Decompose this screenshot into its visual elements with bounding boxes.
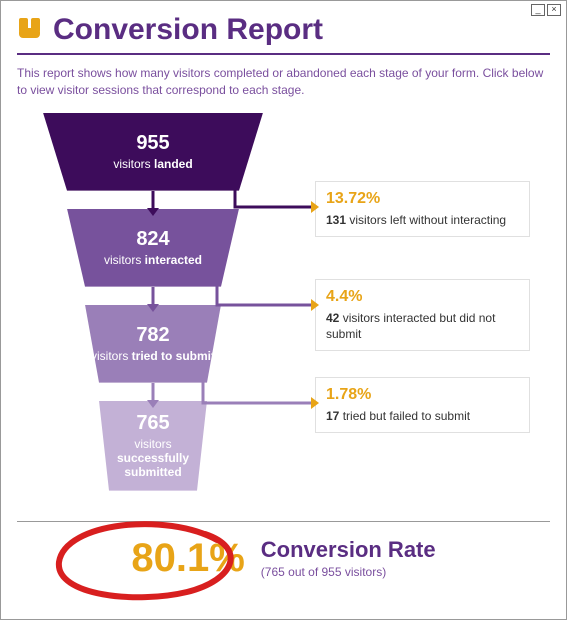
funnel-stage[interactable]: 782 visitors tried to submit	[85, 305, 221, 383]
report-window: _ × Conversion Report This report shows …	[0, 0, 567, 620]
report-description: This report shows how many visitors comp…	[17, 65, 550, 99]
divider-top	[17, 53, 550, 55]
dropoff-text: 42 visitors interacted but did not submi…	[326, 310, 519, 342]
brand-logo-icon	[17, 16, 45, 44]
funnel-stage[interactable]: 765visitors successfully submitted	[99, 401, 207, 491]
stage-label: visitors successfully submitted	[99, 437, 207, 479]
minimize-button[interactable]: _	[531, 4, 545, 16]
conversion-summary: 80.1% Conversion Rate (765 out of 955 vi…	[17, 528, 550, 595]
arrow-right-icon	[233, 181, 321, 219]
window-controls: _ ×	[531, 4, 561, 16]
funnel-stage[interactable]: 824 visitors interacted	[67, 209, 239, 287]
stage-label: visitors landed	[113, 157, 192, 171]
dropoff-text: 17 tried but failed to submit	[326, 408, 519, 424]
stage-count: 824	[136, 228, 169, 251]
conversion-label-block: Conversion Rate (765 out of 955 visitors…	[261, 537, 436, 579]
dropoff-box[interactable]: 13.72% 131 visitors left without interact…	[315, 181, 530, 237]
conversion-label: Conversion Rate	[261, 537, 436, 563]
close-button[interactable]: ×	[547, 4, 561, 16]
stage-label: visitors tried to submit	[91, 349, 215, 363]
dropoff-percent: 4.4%	[326, 288, 519, 306]
stage-count: 765	[136, 412, 169, 435]
dropoff-percent: 13.72%	[326, 190, 519, 208]
divider-bottom	[17, 521, 550, 522]
arrow-right-icon	[215, 277, 321, 317]
dropoff-box[interactable]: 4.4% 42 visitors interacted but did not s…	[315, 279, 530, 351]
stage-label: visitors interacted	[104, 253, 202, 267]
stage-count: 955	[136, 132, 169, 155]
dropoff-box[interactable]: 1.78% 17 tried but failed to submit	[315, 377, 530, 433]
arrow-right-icon	[201, 373, 321, 415]
funnel-stage[interactable]: 955 visitors landed	[43, 113, 263, 191]
dropoff-percent: 1.78%	[326, 386, 519, 404]
funnel-diagram: 955 visitors landed 824 visitors interacted…	[17, 113, 550, 521]
title-row: Conversion Report	[17, 13, 550, 47]
report-title: Conversion Report	[53, 13, 323, 47]
stage-count: 782	[136, 324, 169, 347]
conversion-percent: 80.1%	[131, 536, 244, 581]
conversion-sub: (765 out of 955 visitors)	[261, 565, 386, 579]
dropoff-text: 131 visitors left without interacting	[326, 212, 519, 228]
